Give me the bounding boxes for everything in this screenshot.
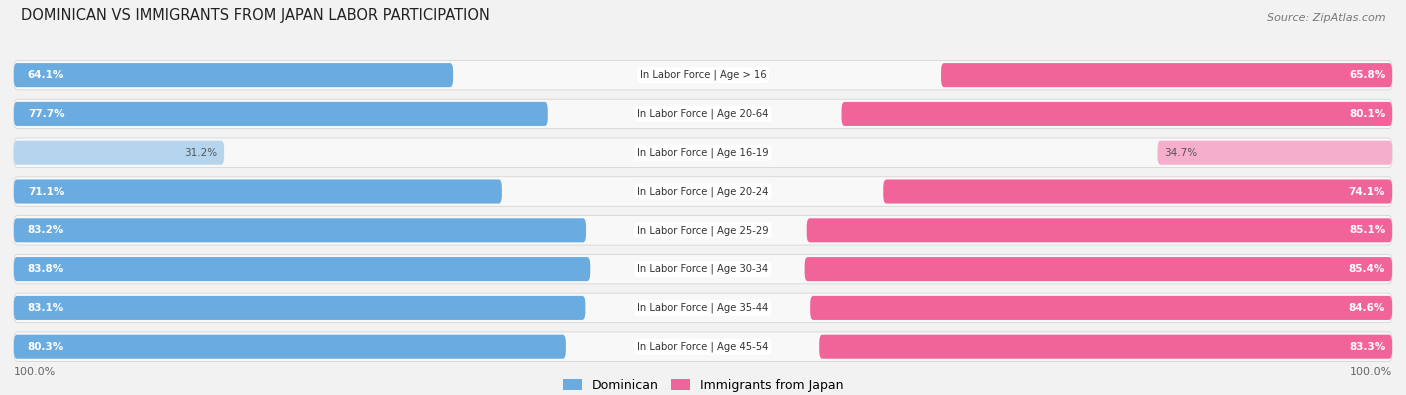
FancyBboxPatch shape xyxy=(14,218,586,243)
Text: 80.3%: 80.3% xyxy=(28,342,65,352)
FancyBboxPatch shape xyxy=(14,335,565,359)
Text: 83.8%: 83.8% xyxy=(28,264,65,274)
FancyBboxPatch shape xyxy=(883,179,1392,203)
FancyBboxPatch shape xyxy=(842,102,1392,126)
Text: DOMINICAN VS IMMIGRANTS FROM JAPAN LABOR PARTICIPATION: DOMINICAN VS IMMIGRANTS FROM JAPAN LABOR… xyxy=(21,8,489,23)
Text: 77.7%: 77.7% xyxy=(28,109,65,119)
FancyBboxPatch shape xyxy=(14,141,224,165)
Text: Source: ZipAtlas.com: Source: ZipAtlas.com xyxy=(1267,13,1385,23)
FancyBboxPatch shape xyxy=(14,216,1392,245)
FancyBboxPatch shape xyxy=(810,296,1392,320)
FancyBboxPatch shape xyxy=(14,293,1392,323)
Text: In Labor Force | Age 45-54: In Labor Force | Age 45-54 xyxy=(637,341,769,352)
Text: In Labor Force | Age > 16: In Labor Force | Age > 16 xyxy=(640,70,766,80)
FancyBboxPatch shape xyxy=(14,138,1392,167)
FancyBboxPatch shape xyxy=(14,63,453,87)
Text: 100.0%: 100.0% xyxy=(14,367,56,377)
Text: 83.3%: 83.3% xyxy=(1348,342,1385,352)
FancyBboxPatch shape xyxy=(14,177,1392,206)
FancyBboxPatch shape xyxy=(14,179,502,203)
Text: 64.1%: 64.1% xyxy=(28,70,65,80)
FancyBboxPatch shape xyxy=(14,296,585,320)
Text: In Labor Force | Age 35-44: In Labor Force | Age 35-44 xyxy=(637,303,769,313)
Text: 31.2%: 31.2% xyxy=(184,148,217,158)
Text: 34.7%: 34.7% xyxy=(1164,148,1198,158)
Text: 100.0%: 100.0% xyxy=(1350,367,1392,377)
FancyBboxPatch shape xyxy=(941,63,1392,87)
Text: 83.2%: 83.2% xyxy=(28,225,65,235)
Text: In Labor Force | Age 16-19: In Labor Force | Age 16-19 xyxy=(637,147,769,158)
FancyBboxPatch shape xyxy=(807,218,1392,243)
Text: 71.1%: 71.1% xyxy=(28,186,65,196)
Text: 65.8%: 65.8% xyxy=(1348,70,1385,80)
FancyBboxPatch shape xyxy=(14,99,1392,129)
Text: 83.1%: 83.1% xyxy=(28,303,65,313)
FancyBboxPatch shape xyxy=(820,335,1392,359)
FancyBboxPatch shape xyxy=(804,257,1392,281)
Text: In Labor Force | Age 25-29: In Labor Force | Age 25-29 xyxy=(637,225,769,235)
Text: In Labor Force | Age 20-64: In Labor Force | Age 20-64 xyxy=(637,109,769,119)
FancyBboxPatch shape xyxy=(14,60,1392,90)
Text: In Labor Force | Age 20-24: In Labor Force | Age 20-24 xyxy=(637,186,769,197)
Legend: Dominican, Immigrants from Japan: Dominican, Immigrants from Japan xyxy=(562,379,844,392)
Text: 74.1%: 74.1% xyxy=(1348,186,1385,196)
Text: 80.1%: 80.1% xyxy=(1348,109,1385,119)
FancyBboxPatch shape xyxy=(1157,141,1392,165)
Text: 85.4%: 85.4% xyxy=(1348,264,1385,274)
Text: 85.1%: 85.1% xyxy=(1348,225,1385,235)
FancyBboxPatch shape xyxy=(14,257,591,281)
FancyBboxPatch shape xyxy=(14,332,1392,361)
Text: 84.6%: 84.6% xyxy=(1348,303,1385,313)
FancyBboxPatch shape xyxy=(14,102,548,126)
Text: In Labor Force | Age 30-34: In Labor Force | Age 30-34 xyxy=(637,264,769,275)
FancyBboxPatch shape xyxy=(14,254,1392,284)
